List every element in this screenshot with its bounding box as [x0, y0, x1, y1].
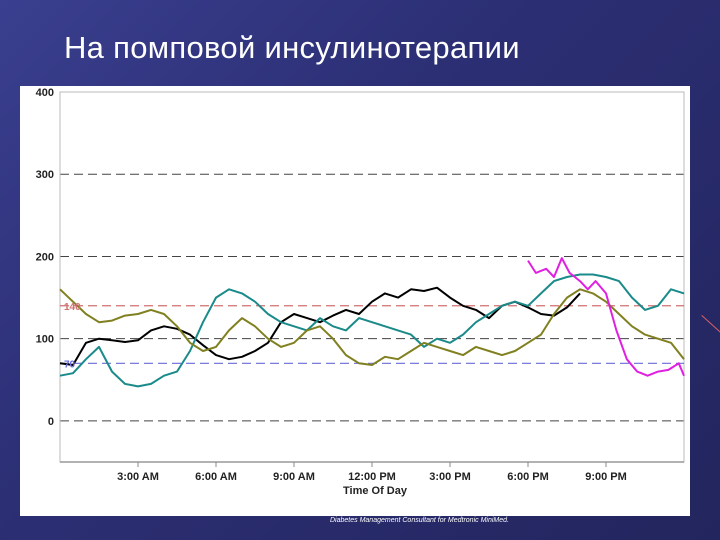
reference-line-label: 70 — [64, 359, 76, 370]
x-tick-label: 12:00 PM — [348, 471, 396, 483]
x-tick-label: 3:00 AM — [117, 471, 159, 483]
glucose-chart: 0 100 200 300 400 3:00 AM 6:00 AM 9:00 AM 12:00 … — [20, 86, 690, 516]
chart-canvas: 0 100 200 300 400 3:00 AM 6:00 AM 9:00 AM 12:00 … — [36, 87, 685, 497]
slide-title: На помповой инсулинотерапии — [64, 30, 520, 65]
y-tick-label: 0 — [48, 416, 54, 428]
x-axis-title: Time Of Day — [343, 485, 408, 497]
x-tick-label: 9:00 PM — [585, 471, 627, 483]
x-tick-label: 6:00 AM — [195, 471, 237, 483]
series-line-3 — [59, 288, 685, 366]
plot-frame — [59, 91, 685, 463]
x-tick-label: 6:00 PM — [507, 471, 549, 483]
reference-lines — [60, 305, 684, 364]
x-tick-label: 3:00 PM — [429, 471, 471, 483]
decorative-line — [701, 315, 720, 335]
y-tick-label: 300 — [36, 169, 54, 181]
series-line-4 — [527, 257, 685, 377]
series-lines — [59, 257, 685, 388]
y-tick-label: 400 — [36, 87, 54, 99]
y-tick-label: 200 — [36, 251, 54, 263]
x-tick-label: 9:00 AM — [273, 471, 315, 483]
tick-labels: 0 100 200 300 400 3:00 AM 6:00 AM 9:00 AM 12:00 … — [36, 87, 627, 497]
series-line-2 — [59, 273, 685, 388]
grid-lines — [60, 91, 684, 422]
axes — [59, 91, 685, 467]
y-tick-label: 100 — [36, 334, 54, 346]
series-line-1 — [59, 286, 581, 366]
reference-line-label: 140 — [64, 302, 81, 313]
source-note: Diabetes Management Consultant for Medtr… — [330, 517, 509, 524]
